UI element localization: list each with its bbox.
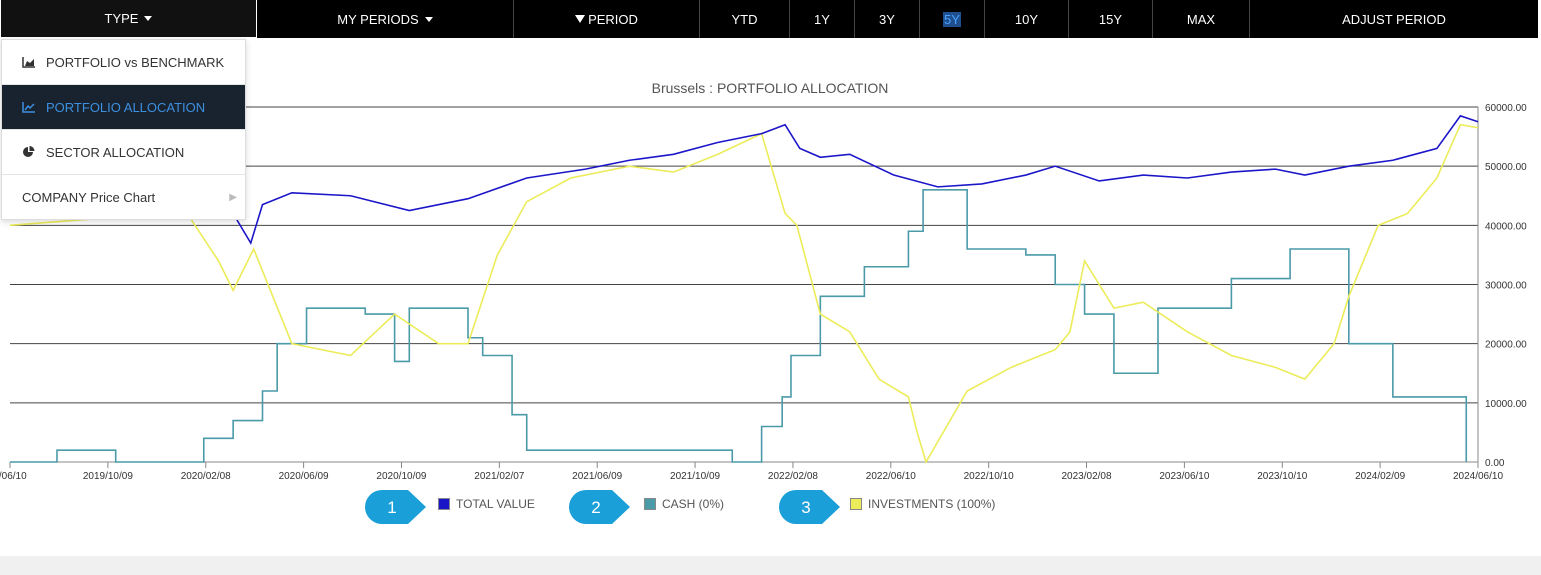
period-button[interactable]: PERIOD: [514, 0, 700, 38]
caret-down-icon: [144, 16, 153, 21]
menu-item-label: PORTFOLIO vs BENCHMARK: [46, 54, 225, 70]
top-toolbar: TYPE MY PERIODS PERIOD YTD 1Y 3Y 5Y 10Y …: [0, 0, 1538, 38]
type-menu: PORTFOLIO vs BENCHMARK PORTFOLIO ALLOCAT…: [1, 39, 246, 220]
x-tick-label: 9/06/10: [0, 471, 27, 482]
1y-label: 1Y: [814, 11, 830, 27]
callout-badge-2: 2: [569, 490, 630, 524]
menu-item-company-price-chart[interactable]: COMPANY Price Chart ▶: [2, 175, 245, 219]
x-tick-label: 2021/10/09: [670, 471, 720, 482]
menu-item-label: SECTOR ALLOCATION: [46, 144, 185, 160]
callout-number: 3: [801, 498, 810, 517]
ytd-label: YTD: [731, 11, 758, 27]
legend-cash[interactable]: CASH (0%): [644, 497, 724, 511]
type-label: TYPE: [104, 11, 139, 26]
pie-chart-icon: [23, 146, 35, 157]
chart-title: Brussels : PORTFOLIO ALLOCATION: [651, 80, 889, 96]
page-footer: [0, 556, 1541, 575]
x-tick-label: 2020/10/09: [376, 471, 426, 482]
max-button[interactable]: MAX: [1153, 0, 1250, 38]
period-label: PERIOD: [588, 11, 638, 27]
my-periods-dropdown[interactable]: MY PERIODS: [257, 0, 514, 38]
5y-label: 5Y: [943, 11, 961, 27]
callout-badge-3: 3: [779, 490, 840, 524]
legend-total-value[interactable]: TOTAL VALUE: [438, 497, 535, 511]
x-tick-label: 2022/02/08: [768, 471, 818, 482]
adjust-period-label: ADJUST PERIOD: [1342, 11, 1446, 27]
legend-label-total: TOTAL VALUE: [456, 497, 535, 511]
legend-swatch-investments: [850, 498, 862, 510]
type-dropdown[interactable]: TYPE: [0, 0, 257, 38]
line-chart-icon: [22, 102, 35, 113]
y-tick-label: 0.00: [1485, 458, 1505, 469]
y-tick-label: 60000.00: [1485, 103, 1527, 114]
ytd-button[interactable]: YTD: [700, 0, 790, 38]
legend-label-investments: INVESTMENTS (100%): [868, 497, 996, 511]
y-tick-label: 40000.00: [1485, 221, 1527, 232]
x-tick-label: 2024/06/10: [1453, 471, 1503, 482]
area-chart-icon: [22, 57, 35, 68]
menu-item-portfolio-allocation[interactable]: PORTFOLIO ALLOCATION: [2, 85, 245, 130]
x-tick-label: 2022/06/10: [866, 471, 916, 482]
allocation-chart: 0.00 10000.00 20000.00 30000.00 40000.00 5000…: [0, 103, 1527, 482]
chevron-right-icon: ▶: [229, 191, 237, 203]
1y-button[interactable]: 1Y: [790, 0, 855, 38]
series-line-total-value: [9, 114, 1479, 246]
menu-item-label: PORTFOLIO ALLOCATION: [46, 99, 206, 115]
x-tick-label: 2020/06/09: [279, 471, 329, 482]
menu-item-sector-allocation[interactable]: SECTOR ALLOCATION: [2, 130, 245, 175]
15y-label: 15Y: [1098, 11, 1123, 27]
callout-badge-1: 1: [365, 490, 426, 524]
x-tick-label: 2021/02/07: [474, 471, 524, 482]
callout-number: 1: [387, 498, 396, 517]
5y-button[interactable]: 5Y: [920, 0, 985, 38]
15y-button[interactable]: 15Y: [1069, 0, 1153, 38]
callout-number: 2: [591, 498, 600, 517]
y-tick-label: 10000.00: [1485, 399, 1527, 410]
y-tick-label: 50000.00: [1485, 162, 1527, 173]
y-tick-label: 30000.00: [1485, 281, 1527, 292]
x-tick-label: 2020/02/08: [181, 471, 231, 482]
x-tick-label: 2022/10/10: [964, 471, 1014, 482]
legend-investments[interactable]: INVESTMENTS (100%): [850, 497, 995, 511]
x-tick-label: 2019/10/09: [83, 471, 133, 482]
max-label: MAX: [1186, 11, 1216, 27]
3y-label: 3Y: [879, 11, 895, 27]
menu-item-portfolio-vs-benchmark[interactable]: PORTFOLIO vs BENCHMARK: [2, 40, 245, 85]
10y-button[interactable]: 10Y: [985, 0, 1069, 38]
legend-swatch-cash: [644, 498, 656, 510]
series-line-investments: [9, 123, 1479, 465]
menu-item-label: COMPANY Price Chart: [22, 189, 156, 205]
10y-label: 10Y: [1014, 11, 1039, 27]
caret-down-icon: [424, 16, 433, 22]
my-periods-label: MY PERIODS: [337, 11, 419, 27]
legend-swatch-total: [438, 498, 450, 510]
x-tick-label: 2023/02/08: [1062, 471, 1112, 482]
x-tick-label: 2023/10/10: [1257, 471, 1307, 482]
x-tick-label: 2023/06/10: [1159, 471, 1209, 482]
adjust-period-button[interactable]: ADJUST PERIOD: [1250, 0, 1538, 38]
x-tick-label: 2021/06/09: [572, 471, 622, 482]
filter-icon: [575, 15, 586, 23]
y-tick-label: 20000.00: [1485, 340, 1527, 351]
x-tick-label: 2024/02/09: [1355, 471, 1405, 482]
series-line-cash: [10, 189, 1468, 463]
legend-label-cash: CASH (0%): [662, 497, 725, 511]
3y-button[interactable]: 3Y: [855, 0, 920, 38]
